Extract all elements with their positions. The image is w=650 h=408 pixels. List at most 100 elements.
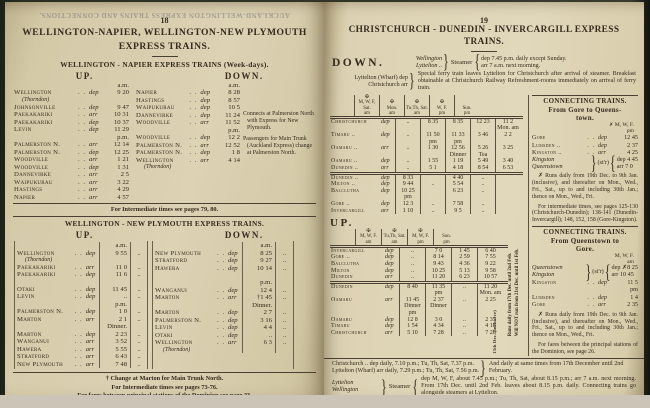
table-row: Palmerston N. arr 12 52 bbox=[136, 142, 240, 150]
time-value: a.m. bbox=[98, 242, 130, 250]
brace: } bbox=[585, 259, 592, 283]
table-row: Kingston .. arr 4 25 bbox=[532, 149, 638, 156]
station-name: Waipukurau bbox=[14, 178, 53, 186]
time-cell: 2 37 bbox=[425, 296, 451, 304]
table-row: Johnsonville dep 9 47 bbox=[14, 104, 132, 112]
dot-leader bbox=[78, 179, 86, 187]
dep-arr-label: dep bbox=[228, 316, 238, 324]
station-name: Paekakariki bbox=[14, 111, 53, 119]
station-cell: Paekakariki bbox=[15, 264, 83, 272]
ampm-header: pm bbox=[463, 110, 471, 116]
dot-leader bbox=[75, 264, 83, 272]
table-row: Levin dep .. .. bbox=[15, 293, 147, 301]
dep-arr-label: arr bbox=[85, 345, 95, 353]
station-cell bbox=[153, 302, 225, 310]
station-name: Balclutha bbox=[331, 260, 360, 267]
time-cell: pm bbox=[425, 290, 451, 297]
ct2-rows: Kingston dep 11 5 pm Lumsden dep 1 4 bbox=[532, 279, 638, 309]
time-cell: .. bbox=[399, 247, 425, 255]
station-name: Dunedin bbox=[331, 274, 353, 281]
footer-line-b: Lyttelton (Wharf) arr daily, 7.29 p.m.; … bbox=[332, 367, 480, 374]
station-sub: (Thorndon) bbox=[144, 164, 172, 171]
station-name: Lumsden .. bbox=[532, 141, 561, 149]
dot-leader bbox=[78, 171, 86, 179]
time-value: 1 31 bbox=[117, 163, 129, 171]
station-name: Christchurch bbox=[331, 118, 367, 125]
table-row: Levin dep 4 4 .. bbox=[153, 324, 293, 332]
time-cell: .. bbox=[420, 201, 445, 208]
time-value-2: .. bbox=[130, 315, 147, 324]
dep-arr-label: arr bbox=[85, 360, 95, 368]
time-value: 8 57 bbox=[228, 96, 240, 104]
station-name: Dannevirke bbox=[14, 171, 51, 179]
down-label: DOWN. bbox=[224, 230, 264, 241]
dot-leader bbox=[75, 346, 83, 354]
station-name: Milton bbox=[331, 267, 350, 274]
table-row: Napier dep 8 28 bbox=[136, 89, 240, 97]
brace: { bbox=[412, 374, 419, 396]
rotated-notes: Runs daily from 17th Dec. until 2nd Feb.… bbox=[508, 229, 523, 337]
station-name: Stratford bbox=[155, 257, 188, 265]
table-row: Dunedin arr .. 11 20 6 23 10 57 bbox=[330, 274, 508, 281]
station-name: Wellington bbox=[14, 89, 52, 97]
time-value: 1 8 bbox=[231, 149, 240, 157]
time-value-2 bbox=[275, 242, 293, 250]
time-cell: 7 28 bbox=[425, 329, 451, 337]
intermediate-times-footnote: For Intermediate times see pages 73-76. bbox=[111, 383, 218, 391]
dep-arr-label: arr bbox=[381, 165, 389, 172]
table-row: Palmerston N. dep 3 16 .. bbox=[153, 316, 293, 325]
station-sub: (Thorndon) bbox=[163, 346, 191, 353]
napier-down-table: a.m. Napier dep 8 28 Hastings bbox=[136, 82, 240, 201]
steamer-abbrev: (st'r) bbox=[597, 159, 609, 167]
time-value: 1 4 bbox=[630, 293, 638, 301]
down-steamer-row: DOWN. Wellington Lyttelton .. } Steamer … bbox=[324, 50, 644, 73]
time-cell: 2 2 bbox=[495, 132, 520, 139]
table-row: Marton arr 2 1 .. bbox=[15, 315, 147, 324]
divider bbox=[13, 372, 316, 374]
ct-title-line: town. bbox=[575, 114, 595, 122]
table-row: pm bbox=[532, 286, 638, 293]
time-cell bbox=[477, 310, 503, 317]
steamer-port-1: Lyttelton bbox=[332, 379, 354, 386]
station-cell bbox=[153, 272, 225, 279]
table-row: a.m. bbox=[136, 82, 240, 90]
table-row: Lumsden .. dep 2 37 bbox=[532, 142, 638, 149]
table-row: Invercargill dep .. 7 0 1 45 6 40 bbox=[330, 247, 508, 255]
dep-arr-label bbox=[197, 82, 214, 90]
steamer-arr: arr 10 45 bbox=[611, 271, 634, 279]
brace: } bbox=[381, 374, 387, 396]
station-cell: Lumsden bbox=[532, 294, 595, 301]
station-name: Oamaru bbox=[331, 296, 353, 303]
dep-arr-label bbox=[86, 134, 103, 142]
station-cell: Woodville bbox=[136, 119, 197, 127]
napier-tables: a.m. Wellington (Thorndon) dep 9 20 John… bbox=[5, 82, 324, 201]
day-header: W, F. bbox=[436, 105, 448, 111]
dep-arr-label: arr bbox=[89, 178, 98, 186]
marton-footnote: † Change at Marton for Main Trunk North. bbox=[105, 375, 224, 383]
station-name: Paekakariki bbox=[17, 263, 56, 271]
dot-leader bbox=[189, 89, 197, 97]
time-value: 6 3 bbox=[242, 339, 275, 354]
dep-arr-label: arr bbox=[381, 145, 389, 152]
ferry-ports: Lyttelton (Wharf) dep Christchurch arr bbox=[332, 75, 408, 89]
table-row: Marton arr †1 45 .. bbox=[153, 294, 293, 302]
time-value-2: .. bbox=[275, 309, 293, 317]
ct2-steamer-row: Queenstown Kingston } (st'r) { dep ✗8 25… bbox=[532, 260, 638, 283]
footnote-symbol: ✠ bbox=[392, 229, 397, 235]
footnote-symbol: ✠ bbox=[418, 229, 423, 235]
rotated-sunday-note: 13th Dec. (inclusive) bbox=[492, 309, 497, 354]
station-cell: Palmerston N. bbox=[153, 317, 225, 325]
dep-arr-label bbox=[381, 125, 395, 132]
time-value-2: .. bbox=[275, 249, 293, 258]
station-cell: Stratford bbox=[153, 257, 225, 265]
dep-arr-label: dep bbox=[385, 267, 394, 274]
steamer-dep: dep 7.45 p.m. daily except Sunday. bbox=[481, 56, 567, 63]
time-value: 10 31 bbox=[113, 111, 129, 119]
station-cell: New Plymouth bbox=[15, 361, 83, 369]
station-name: Kingston bbox=[532, 278, 557, 286]
time-value: 12 4 bbox=[242, 286, 275, 295]
time-value: 2 23 bbox=[98, 330, 130, 339]
dep-arr-label: dep bbox=[381, 187, 390, 194]
page-number: 19 bbox=[480, 16, 488, 25]
time-cell: 7 0 bbox=[425, 247, 451, 255]
